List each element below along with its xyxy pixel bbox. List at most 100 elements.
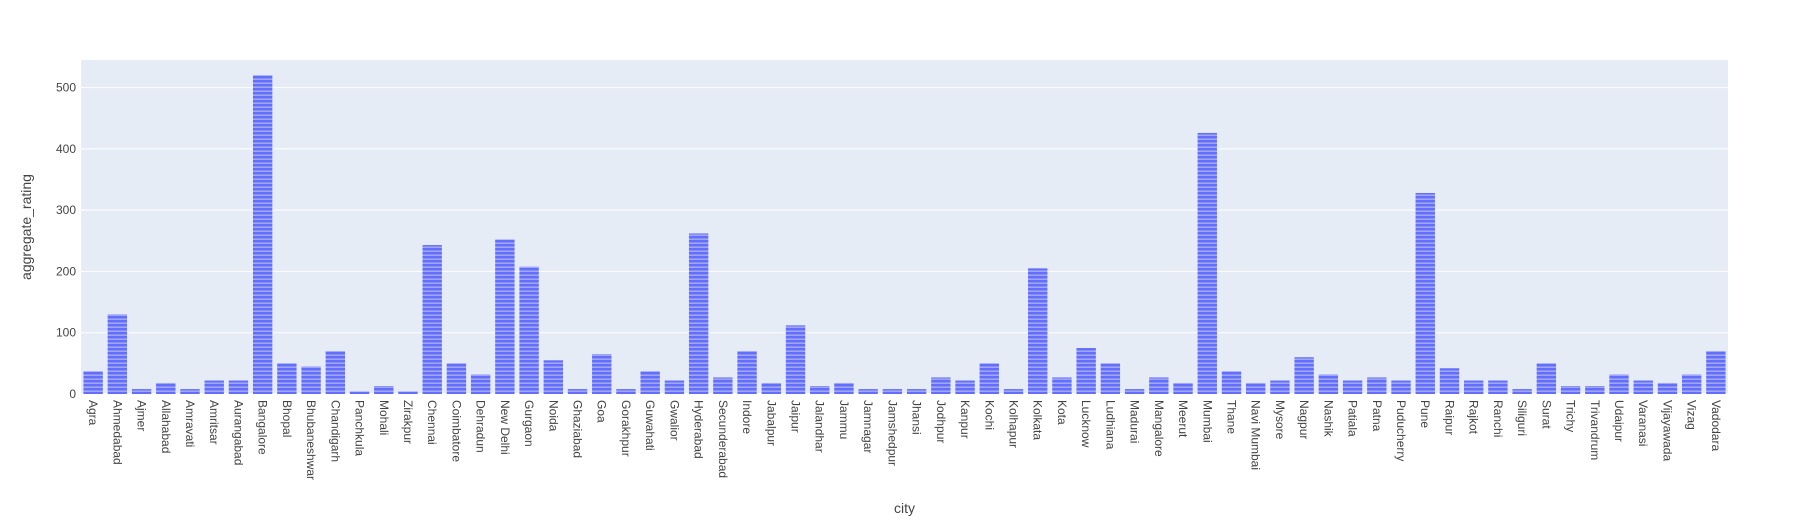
bar <box>180 389 200 394</box>
bar <box>858 389 878 394</box>
bar <box>277 363 297 394</box>
y-tick-label: 300 <box>56 203 76 217</box>
bar <box>1149 377 1169 394</box>
bar <box>519 266 539 394</box>
x-tick-label: Jodhpur <box>934 400 948 443</box>
y-axis-title: aggregate_rating <box>18 174 34 280</box>
bar <box>1681 374 1702 394</box>
x-tick-label: Guwahati <box>643 400 657 451</box>
bar <box>107 314 128 394</box>
x-tick-label: Vizag <box>1685 400 1699 430</box>
bar <box>1100 363 1121 394</box>
x-tick-label: Kolkata <box>1031 400 1045 440</box>
x-tick-label: New Delhi <box>498 400 512 455</box>
x-tick-label: Amritsar <box>207 400 221 445</box>
x-tick-label: Puducherry <box>1394 400 1408 461</box>
x-tick-label: Nagpur <box>1297 400 1311 439</box>
bar <box>204 380 224 394</box>
x-tick-label: Goa <box>595 400 609 423</box>
bar <box>446 363 467 394</box>
bar <box>349 391 370 394</box>
bar <box>1028 268 1048 394</box>
x-tick-label: Bhubaneshwar <box>304 400 318 480</box>
bar <box>1463 380 1484 394</box>
x-tick-label: Patiala <box>1346 400 1360 437</box>
x-tick-label: Kota <box>1055 400 1069 425</box>
bar <box>1706 351 1726 394</box>
x-tick-label: Indore <box>740 400 754 434</box>
x-tick-label: Meerut <box>1176 400 1190 438</box>
bar <box>616 389 636 394</box>
x-tick-label: Ranchi <box>1491 400 1505 437</box>
x-tick-label: Udaipur <box>1612 400 1626 442</box>
bar <box>422 245 442 394</box>
bar <box>664 380 685 394</box>
x-tick-label: Thane <box>1224 400 1238 434</box>
x-tick-label: Hyderabad <box>692 400 706 459</box>
x-tick-label: Mumbai <box>1200 400 1214 443</box>
x-tick-label: Vijayawada <box>1660 400 1674 461</box>
x-tick-label: Trichy <box>1564 400 1578 432</box>
bar <box>1488 380 1508 394</box>
bar <box>1221 371 1242 394</box>
bar <box>1439 368 1460 394</box>
bar <box>1512 389 1532 394</box>
x-tick-label: Vadodara <box>1709 400 1723 451</box>
bar <box>398 391 418 394</box>
bar <box>1585 386 1605 394</box>
x-tick-label: Raipur <box>1442 400 1456 435</box>
bar <box>1633 380 1653 394</box>
bar <box>882 389 903 394</box>
bar <box>301 366 321 394</box>
bar <box>737 351 757 394</box>
bar <box>374 386 394 394</box>
bar <box>470 374 491 394</box>
x-tick-label: Ghaziabad <box>571 400 585 458</box>
bar <box>1391 380 1411 394</box>
bar <box>1294 357 1314 394</box>
bar <box>1197 132 1217 394</box>
x-axis-title: city <box>894 500 915 516</box>
x-tick-label: Nashik <box>1321 400 1335 438</box>
x-tick-label: Kanpur <box>958 400 972 439</box>
x-tick-label: Secunderabad <box>716 400 730 478</box>
bar <box>906 389 927 394</box>
x-tick-label: Aurangabad <box>231 400 245 465</box>
bar <box>1536 363 1557 394</box>
x-tick-label: Jhansi <box>910 400 924 435</box>
bar <box>955 380 975 394</box>
bar <box>156 382 176 394</box>
x-tick-label: Jaipur <box>789 400 803 433</box>
bar <box>495 239 515 394</box>
bar <box>567 389 588 394</box>
bar <box>688 233 709 394</box>
x-tick-label: Jalandhar <box>813 400 827 453</box>
bar <box>1052 377 1072 394</box>
y-tick-label: 0 <box>69 387 76 401</box>
x-tick-label: Agra <box>86 400 100 426</box>
x-tick-label: Bhopal <box>280 400 294 437</box>
y-tick-label: 100 <box>56 326 76 340</box>
bar <box>228 380 249 394</box>
bar <box>1124 389 1145 394</box>
x-tick-label: Zirakpur <box>401 400 415 444</box>
x-tick-label: Madurai <box>1128 400 1142 443</box>
bars <box>83 75 1726 394</box>
bar <box>1270 380 1290 394</box>
x-tick-label: Surat <box>1539 400 1553 429</box>
bar <box>592 354 612 394</box>
bar <box>83 371 103 394</box>
bar <box>1415 192 1435 394</box>
x-tick-label: Ludhiana <box>1103 400 1117 450</box>
bar <box>1342 380 1363 394</box>
x-tick-label: Rajkot <box>1467 400 1481 435</box>
bar <box>1003 389 1024 394</box>
y-tick-label: 500 <box>56 81 76 95</box>
x-tick-label: Lucknow <box>1079 400 1093 448</box>
x-tick-label: Gwalior <box>667 400 681 441</box>
x-tick-label: Jammu <box>837 400 851 439</box>
y-tick-label: 200 <box>56 264 76 278</box>
bar <box>713 377 733 394</box>
bar <box>1076 348 1096 394</box>
